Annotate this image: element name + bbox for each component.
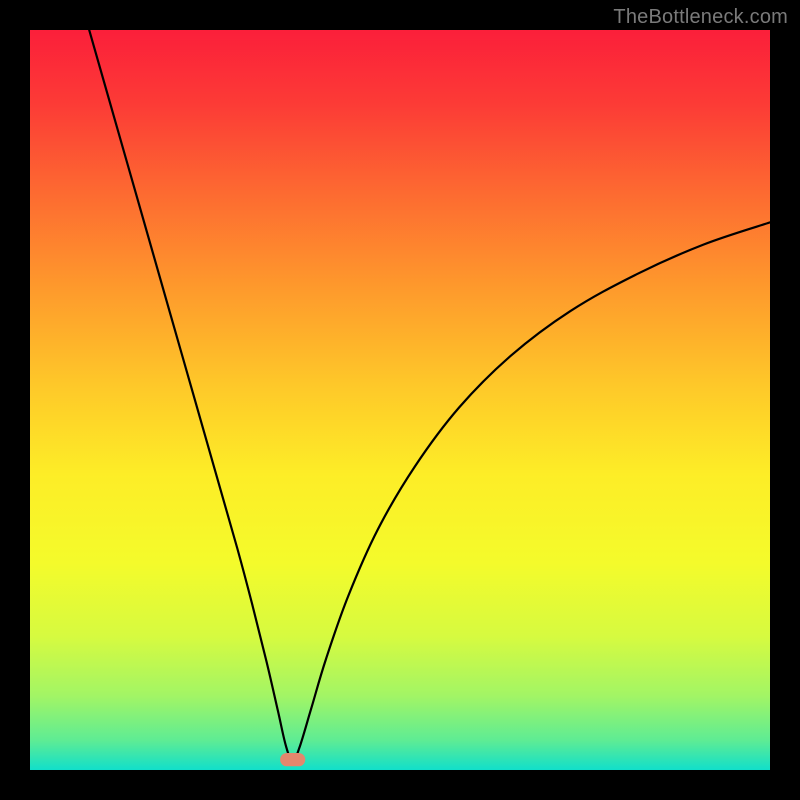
plot-background: [30, 30, 770, 770]
chart-svg: [0, 0, 800, 800]
minimum-marker: [280, 753, 305, 766]
chart-stage: TheBottleneck.com: [0, 0, 800, 800]
